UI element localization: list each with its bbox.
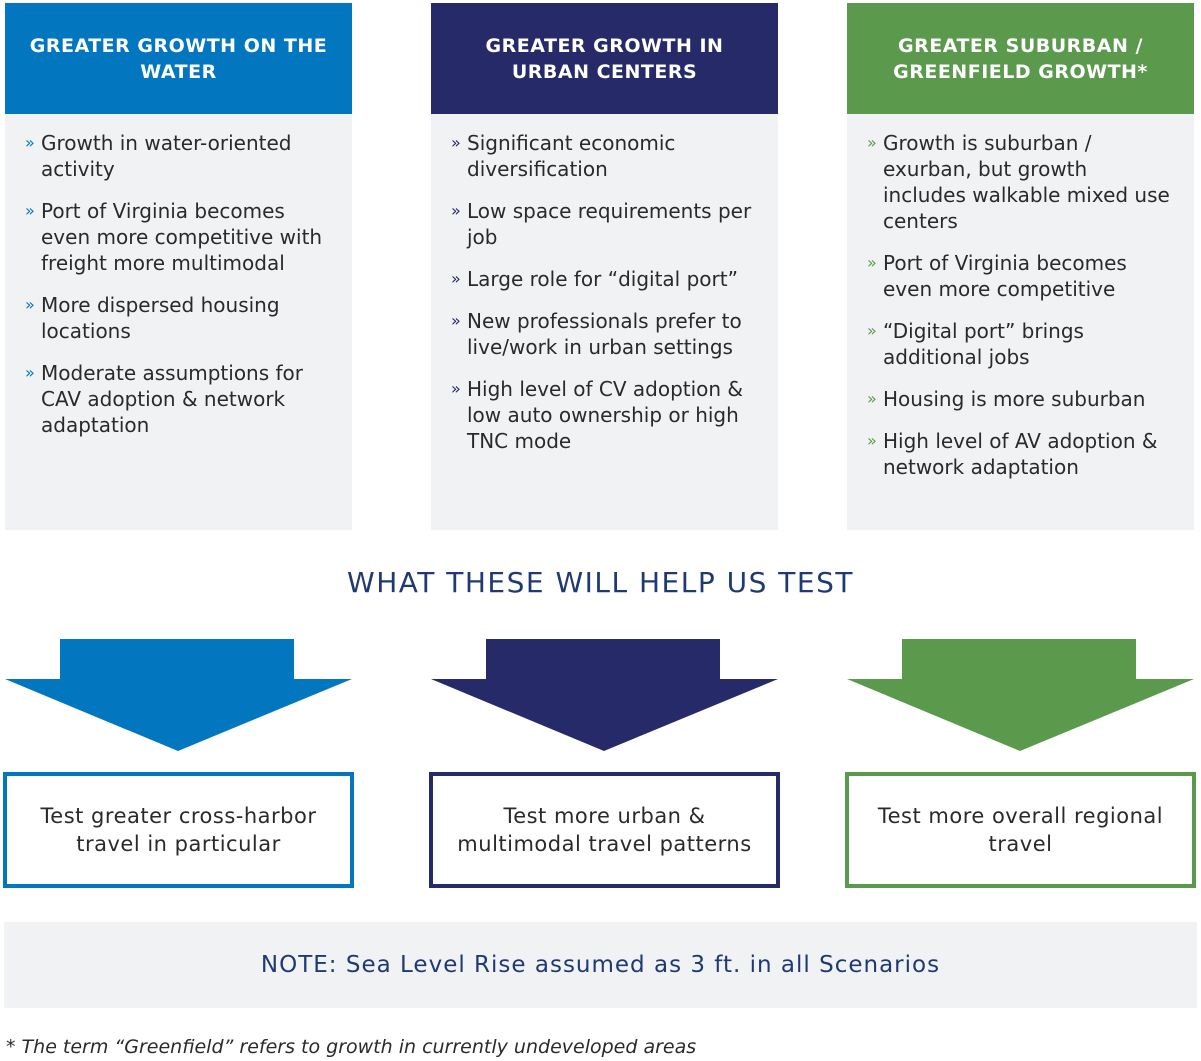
item-text: Port of Virginia becomes even more compe… <box>883 251 1127 301</box>
test-box: Test more urban & multimodal travel patt… <box>429 772 780 888</box>
double-chevron-right-icon: » <box>25 363 35 382</box>
item-text: More dispersed housing locations <box>41 293 280 343</box>
double-chevron-right-icon: » <box>867 253 877 272</box>
double-chevron-right-icon: » <box>451 311 461 330</box>
item-text: Port of Virginia becomes even more compe… <box>41 199 323 275</box>
double-chevron-right-icon: » <box>867 431 877 450</box>
item-text: Housing is more suburban <box>883 387 1146 411</box>
test-box: Test greater cross-harbor travel in part… <box>3 772 354 888</box>
list-item: » Port of Virginia becomes even more comp… <box>25 198 334 276</box>
item-text: Low space requirements per job <box>467 199 752 249</box>
list-item: » Housing is more suburban <box>867 386 1176 412</box>
item-text: Growth is suburban / exurban, but growth… <box>883 131 1170 233</box>
scenario-header: GREATER GROWTH IN URBAN CENTERS <box>431 3 778 114</box>
double-chevron-right-icon: » <box>451 133 461 152</box>
double-chevron-right-icon: » <box>451 201 461 220</box>
double-chevron-right-icon: » <box>867 321 877 340</box>
double-chevron-right-icon: » <box>25 133 35 152</box>
down-arrow-icon <box>431 639 778 751</box>
item-text: New professionals prefer to live/work in… <box>467 309 742 359</box>
list-item: » Moderate assumptions for CAV adoption &… <box>25 360 334 438</box>
list-item: » More dispersed housing locations <box>25 292 334 344</box>
list-item: » Large role for “digital port” <box>451 266 760 292</box>
note-banner: NOTE: Sea Level Rise assumed as 3 ft. in… <box>4 922 1197 1008</box>
double-chevron-right-icon: » <box>25 201 35 220</box>
down-arrow-icon <box>847 639 1194 751</box>
list-item: » Significant economic diversification <box>451 130 760 182</box>
test-box: Test more overall regional travel <box>845 772 1196 888</box>
scenario-body: » Growth is suburban / exurban, but growt… <box>847 114 1194 530</box>
scenario-column: GREATER GROWTH IN URBAN CENTERS » Signific… <box>431 3 778 530</box>
scenario-body: » Growth in water-oriented activity » Port … <box>5 114 352 530</box>
list-item: » New professionals prefer to live/work i… <box>451 308 760 360</box>
double-chevron-right-icon: » <box>867 389 877 408</box>
double-chevron-right-icon: » <box>25 295 35 314</box>
scenario-header: GREATER GROWTH ON THE WATER <box>5 3 352 114</box>
scenario-body: » Significant economic diversification » Lo… <box>431 114 778 530</box>
scenario-column: GREATER SUBURBAN / GREENFIELD GROWTH* » Gr… <box>847 3 1194 530</box>
item-text: High level of AV adoption & network adap… <box>883 429 1158 479</box>
item-text: Moderate assumptions for CAV adoption & … <box>41 361 304 437</box>
list-item: » Growth in water-oriented activity <box>25 130 334 182</box>
list-item: » Low space requirements per job <box>451 198 760 250</box>
double-chevron-right-icon: » <box>451 269 461 288</box>
item-text: “Digital port” brings additional jobs <box>883 319 1084 369</box>
list-item: » High level of AV adoption & network ada… <box>867 428 1176 480</box>
down-arrow-icon <box>5 639 352 751</box>
list-item: » Growth is suburban / exurban, but growt… <box>867 130 1176 234</box>
list-item: » “Digital port” brings additional jobs <box>867 318 1176 370</box>
list-item: » Port of Virginia becomes even more comp… <box>867 250 1176 302</box>
item-text: Significant economic diversification <box>467 131 676 181</box>
footnote: * The term “Greenfield” refers to growth… <box>6 1036 697 1058</box>
double-chevron-right-icon: » <box>451 379 461 398</box>
item-text: High level of CV adoption & low auto own… <box>467 377 744 453</box>
item-text: Growth in water-oriented activity <box>41 131 292 181</box>
scenario-column: GREATER GROWTH ON THE WATER » Growth in wa… <box>5 3 352 530</box>
list-item: » High level of CV adoption & low auto ow… <box>451 376 760 454</box>
item-text: Large role for “digital port” <box>467 267 738 291</box>
section-title: WHAT THESE WILL HELP US TEST <box>347 566 854 599</box>
double-chevron-right-icon: » <box>867 133 877 152</box>
scenario-header: GREATER SUBURBAN / GREENFIELD GROWTH* <box>847 3 1194 114</box>
